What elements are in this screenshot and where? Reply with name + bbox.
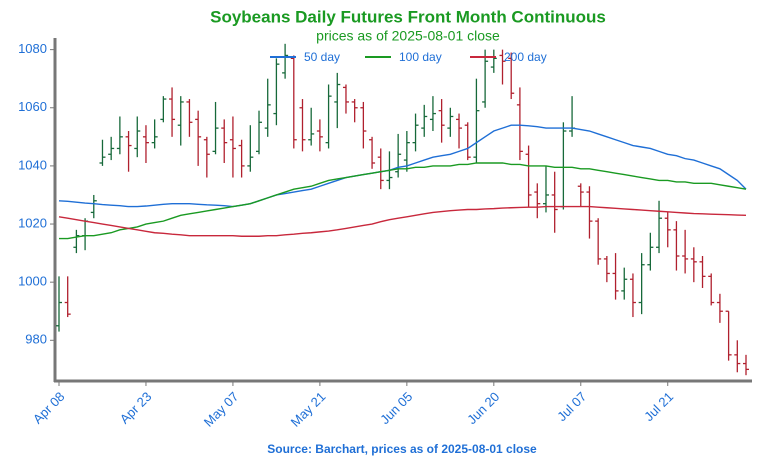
- y-tick-label: 1000: [18, 274, 47, 289]
- y-tick-label: 980: [25, 332, 47, 347]
- chart-title: Soybeans Daily Futures Front Month Conti…: [210, 7, 606, 26]
- x-tick-label: Apr 23: [117, 389, 155, 427]
- y-tick-label: 1040: [18, 157, 47, 172]
- x-tick-label: Jul 07: [554, 389, 589, 424]
- y-tick-label: 1020: [18, 215, 47, 230]
- y-tick-label: 1060: [18, 99, 47, 114]
- legend-label: 50 day: [304, 50, 340, 64]
- x-tick-label: Jun 20: [464, 389, 502, 427]
- moving-average-line: [58, 124, 747, 208]
- x-tick-label: May 21: [288, 389, 329, 430]
- moving-average-line: [59, 162, 747, 240]
- chart-subtitle: prices as of 2025-08-01 close: [316, 28, 500, 44]
- x-tick-label: Jul 21: [641, 389, 676, 424]
- legend-label: 100 day: [399, 50, 442, 64]
- moving-average-line: [58, 205, 747, 237]
- y-tick-label: 1080: [18, 41, 47, 56]
- x-tick-label: Jun 05: [377, 389, 415, 427]
- source-note: Source: Barchart, prices as of 2025-08-0…: [267, 442, 537, 456]
- legend-label: 200 day: [504, 50, 547, 64]
- x-tick-label: Apr 08: [30, 389, 68, 427]
- x-tick-label: May 07: [201, 389, 242, 430]
